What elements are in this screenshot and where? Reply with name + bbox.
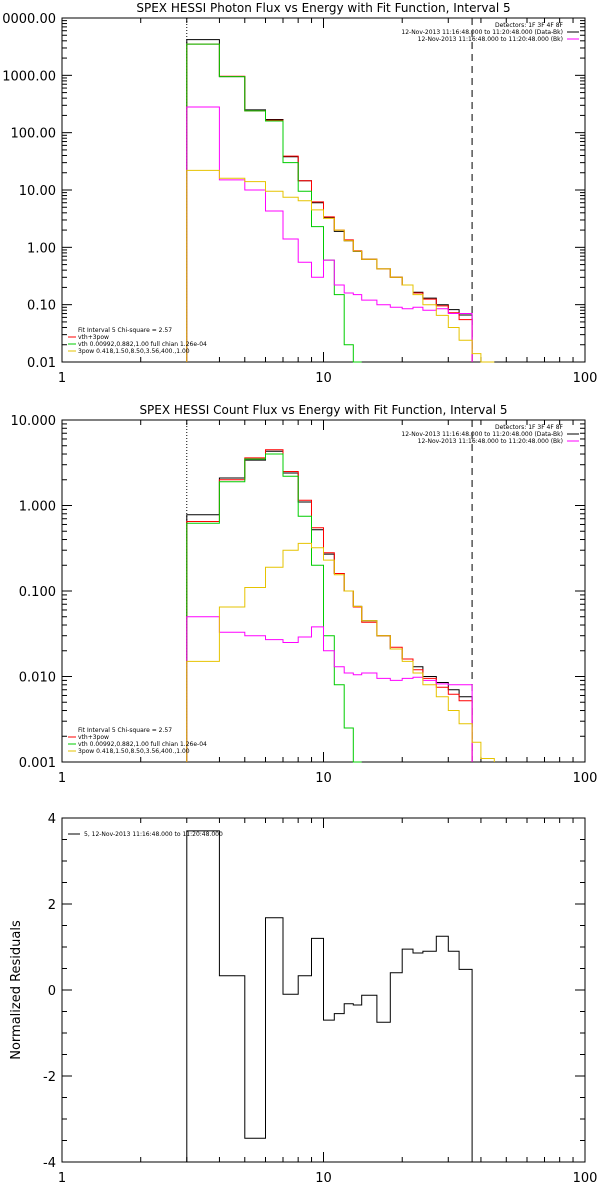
x-tick-label: 1 xyxy=(58,371,66,386)
series-line xyxy=(186,39,473,362)
legend-right-text: Detectors: 1F 3F 4F 8F xyxy=(495,424,564,431)
y-tick-label: 1.000 xyxy=(19,500,56,515)
y-tick-label: 10.000 xyxy=(11,414,57,429)
series-vth-3pow xyxy=(186,43,473,362)
series-bk xyxy=(186,106,473,362)
series-line xyxy=(186,169,495,363)
legend-left-text: 5, 12-Nov-2013 11:16:48.000 to 11:20:48.… xyxy=(84,831,223,838)
y-tick-label: 100.00 xyxy=(11,127,57,142)
series-vth-3pow xyxy=(186,449,473,762)
legend-right-text: 12-Nov-2013 11:16:48.000 to 11:20:48.000… xyxy=(418,36,563,43)
series-line xyxy=(186,616,473,762)
y-tick-label: 10.00 xyxy=(19,184,56,199)
chart-title: SPEX HESSI Photon Flux vs Energy with Fi… xyxy=(136,1,510,15)
series-line xyxy=(186,453,362,763)
x-tick-label: 10 xyxy=(315,771,332,786)
series-line xyxy=(186,106,473,362)
y-tick-label: 0.010 xyxy=(19,671,56,686)
series-line xyxy=(186,43,362,363)
x-tick-label: 100 xyxy=(573,771,598,786)
legend-left-text: vth 0.00992,0.882,1.00 full chian 1.26e-… xyxy=(78,741,207,748)
x-tick-label: 10 xyxy=(315,371,332,386)
x-tick-label: 100 xyxy=(573,371,598,386)
series-3pow xyxy=(186,169,495,363)
legend-right-text: 12-Nov-2013 11:16:48.000 to 11:20:48.000… xyxy=(401,431,563,438)
plot-panel-3: 1 10 100 -4 -2 0 2 4 Normalized Residuals 5, 12-N… xyxy=(9,812,597,1186)
series-bk xyxy=(186,616,473,762)
legend-left-text: vth 0.00992,0.882,1.00 full chian 1.26e-… xyxy=(78,341,207,348)
y-tick-label: 0.01 xyxy=(27,356,56,371)
legend-right-text: 12-Nov-2013 11:16:48.000 to 11:20:48.000… xyxy=(401,29,563,36)
series-residuals xyxy=(186,830,473,1162)
series-line xyxy=(186,830,473,1162)
legend-left-text: Fit Interval 5 Chi-square = 2.57 xyxy=(78,727,172,734)
y-tick-label: 4 xyxy=(48,812,56,827)
series-line xyxy=(186,542,495,762)
y-tick-label: 0 xyxy=(48,984,56,999)
series-vth xyxy=(186,43,362,363)
legend-right-text: Detectors: 1F 3F 4F 8F xyxy=(495,22,564,29)
legend-left-text: 3pow 0.418,1.50,8.50,3.56,400.,1.00 xyxy=(78,348,190,355)
series-line xyxy=(186,449,473,762)
legend-left-text: 3pow 0.418,1.50,8.50,3.56,400.,1.00 xyxy=(78,748,190,755)
plot-panel-1: SPEX HESSI Photon Flux vs Energy with Fi… xyxy=(2,1,597,386)
x-tick-label: 100 xyxy=(573,1171,598,1186)
series-3pow xyxy=(186,542,495,762)
y-tick-label: 0.100 xyxy=(19,585,56,600)
series-line xyxy=(186,43,473,362)
y-tick-label: 0.001 xyxy=(19,756,56,771)
x-tick-label: 1 xyxy=(58,1171,66,1186)
series-vth xyxy=(186,453,362,763)
plot-panel-2: SPEX HESSI Count Flux vs Energy with Fit… xyxy=(11,403,598,786)
chart-title: SPEX HESSI Count Flux vs Energy with Fit… xyxy=(139,403,507,417)
y-tick-label: 1000.00 xyxy=(2,69,56,84)
y-axis-label: Normalized Residuals xyxy=(9,920,24,1060)
series-data-bk xyxy=(186,39,473,362)
legend-right-text: 12-Nov-2013 11:16:48.000 to 11:20:48.000… xyxy=(418,438,563,445)
y-tick-label: -4 xyxy=(43,1156,56,1171)
y-tick-label: 2 xyxy=(48,898,56,913)
legend-left-text: vth+3pow xyxy=(78,334,109,341)
plot-frame xyxy=(61,17,586,363)
y-tick-label: -2 xyxy=(43,1070,56,1085)
y-tick-label: 0.10 xyxy=(27,299,56,314)
y-tick-label: 0000.00 xyxy=(2,12,56,27)
legend-left-text: vth+3pow xyxy=(78,734,109,741)
x-tick-label: 1 xyxy=(58,771,66,786)
x-tick-label: 10 xyxy=(315,1171,332,1186)
legend-left-text: Fit Interval 5 Chi-square = 2.57 xyxy=(78,327,172,334)
y-tick-label: 1.00 xyxy=(27,241,56,256)
